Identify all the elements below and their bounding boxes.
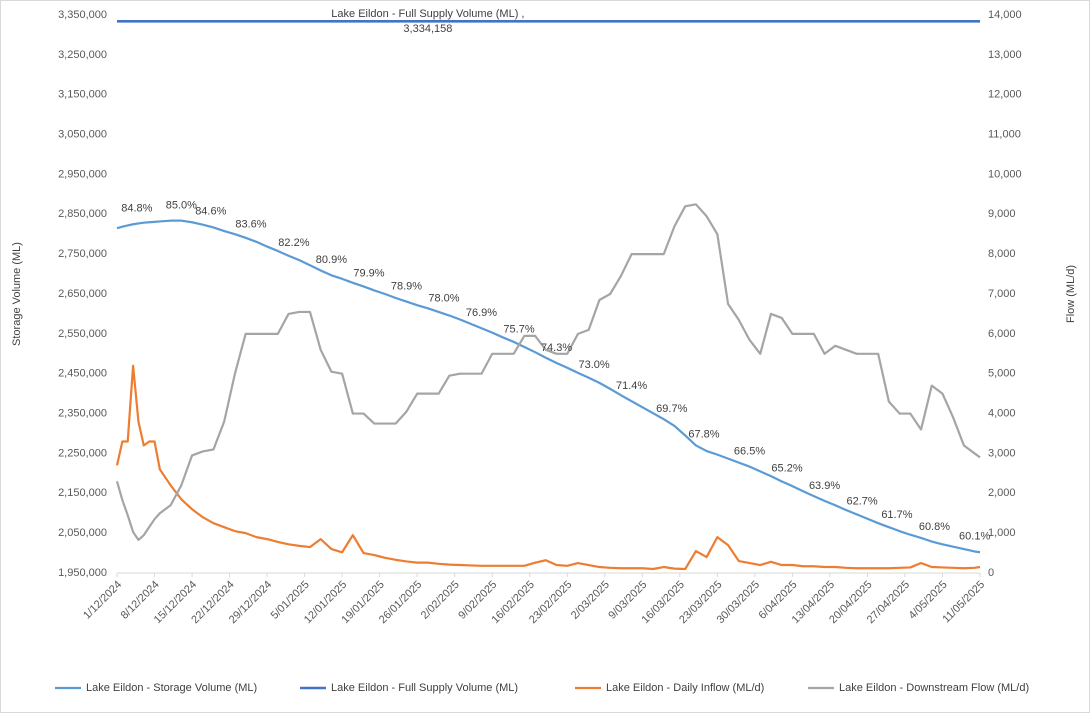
y-tick-label: 2,350,000 — [58, 407, 107, 419]
y2-tick-label: 11,000 — [988, 128, 1021, 140]
y-axis-title: Storage Volume (ML) — [11, 242, 23, 346]
y-tick-label: 3,050,000 — [58, 128, 107, 140]
annotation: 78.0% — [428, 293, 459, 305]
annotation: 84.6% — [195, 206, 226, 218]
annotation: 80.9% — [316, 254, 347, 266]
legend-label: Lake Eildon - Daily Inflow (ML/d) — [606, 682, 764, 694]
y2-tick-label: 5,000 — [988, 368, 1016, 380]
series-line — [115, 203, 981, 542]
annotation: 78.9% — [391, 280, 422, 292]
annotation: 61.7% — [881, 509, 912, 521]
y-tick-label: 2,950,000 — [58, 168, 107, 180]
y2-tick-label: 1,000 — [988, 527, 1016, 539]
annotation: 67.8% — [688, 429, 719, 441]
annotation: 62.7% — [846, 496, 877, 508]
y2-tick-label: 2,000 — [988, 487, 1016, 499]
data-label: 3,334,158 — [403, 23, 452, 35]
annotation: 79.9% — [353, 267, 384, 279]
y2-axis-title: Flow (ML/d) — [1065, 265, 1077, 323]
series-line — [115, 364, 981, 571]
annotation: 63.9% — [809, 480, 840, 492]
y2-tick-label: 3,000 — [988, 447, 1016, 459]
legend-label: Lake Eildon - Full Supply Volume (ML) — [331, 682, 518, 694]
annotation: 75.7% — [503, 323, 534, 335]
y-tick-label: 2,750,000 — [58, 248, 107, 260]
y-tick-label: 2,850,000 — [58, 208, 107, 220]
y2-tick-label: 8,000 — [988, 248, 1016, 260]
y2-tick-label: 6,000 — [988, 328, 1016, 340]
annotation: 76.9% — [466, 307, 497, 319]
annotation: 66.5% — [734, 445, 765, 457]
y-tick-label: 2,050,000 — [58, 527, 107, 539]
data-label-name: Lake Eildon - Full Supply Volume (ML) , — [331, 8, 524, 20]
y2-tick-label: 0 — [988, 567, 994, 579]
y2-tick-label: 4,000 — [988, 407, 1016, 419]
annotation: 60.1% — [959, 530, 990, 542]
legend-label: Lake Eildon - Storage Volume (ML) — [86, 682, 257, 694]
y-tick-label: 2,150,000 — [58, 487, 107, 499]
annotation: 60.8% — [919, 521, 950, 533]
annotation: 74.3% — [541, 342, 572, 354]
annotation: 83.6% — [235, 219, 266, 231]
y2-tick-label: 12,000 — [988, 89, 1022, 101]
y-tick-label: 2,250,000 — [58, 447, 107, 459]
series-line — [116, 219, 981, 554]
annotation: 69.7% — [656, 403, 687, 415]
annotation: 85.0% — [166, 200, 197, 212]
annotation: 65.2% — [771, 463, 802, 475]
y-tick-label: 3,150,000 — [58, 89, 107, 101]
y-tick-label: 1,950,000 — [58, 567, 107, 579]
y2-tick-label: 13,000 — [988, 49, 1022, 61]
y2-tick-label: 14,000 — [988, 9, 1022, 21]
y2-tick-label: 10,000 — [988, 168, 1022, 180]
y-tick-label: 3,350,000 — [58, 9, 107, 21]
y2-tick-label: 9,000 — [988, 208, 1016, 220]
legend-label: Lake Eildon - Downstream Flow (ML/d) — [839, 682, 1029, 694]
y-tick-label: 2,650,000 — [58, 288, 107, 300]
y-tick-label: 2,550,000 — [58, 328, 107, 340]
annotation: 82.2% — [278, 237, 309, 249]
annotation: 84.8% — [121, 203, 152, 215]
y-tick-label: 2,450,000 — [58, 368, 107, 380]
y-tick-label: 3,250,000 — [58, 49, 107, 61]
y2-tick-label: 7,000 — [988, 288, 1016, 300]
annotation: 71.4% — [616, 380, 647, 392]
annotation: 73.0% — [578, 359, 609, 371]
